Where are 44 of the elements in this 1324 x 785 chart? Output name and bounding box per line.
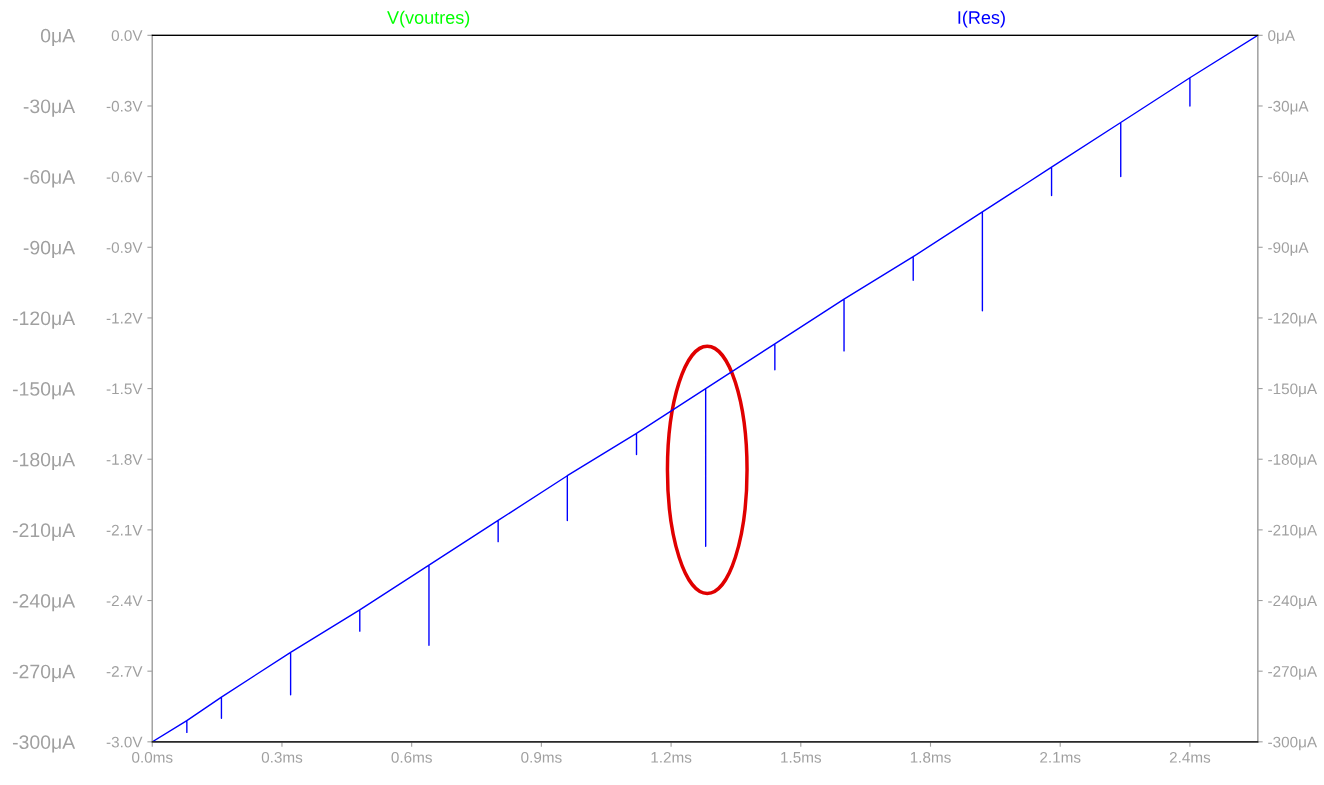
y-tick-label: 0.0V xyxy=(111,30,143,42)
y-tick-label: -1.5V xyxy=(106,383,143,395)
y2-tick-label: -90μA xyxy=(1268,242,1309,256)
y3-tick-label: 0μA xyxy=(40,28,76,47)
x-tick-label: 1.8ms xyxy=(910,751,951,763)
y3-tick-label: -120μA xyxy=(12,311,76,329)
y3-tick-label: -180μA xyxy=(12,452,76,470)
y2-tick-label: -30μA xyxy=(1268,100,1309,115)
y3-tick-label: -60μA xyxy=(23,170,76,188)
x-tick-label: 0.9ms xyxy=(521,751,562,763)
y2-tick-label: -210μA xyxy=(1268,524,1318,539)
y2-tick-label: -180μA xyxy=(1268,454,1318,468)
y3-tick-label: -210μA xyxy=(12,523,76,541)
x-tick-label: 0.6ms xyxy=(391,751,432,763)
y-tick-label: -2.1V xyxy=(106,524,143,536)
y3-tick-label: -30μA xyxy=(23,99,76,117)
text: I(Res) xyxy=(958,10,1005,28)
y3-tick-label: -240μA xyxy=(12,593,76,612)
y3-tick-label: -150μA xyxy=(12,382,76,400)
y-tick-label: -0.3V xyxy=(106,100,143,112)
y-tick-label: -0.6V xyxy=(106,171,143,183)
y3-tick-label: -270μA xyxy=(12,664,76,682)
y2-tick-label: 0μA xyxy=(1268,30,1295,44)
y-tick-label: -1.8V xyxy=(106,454,143,465)
y3-tick-label: -300μA xyxy=(12,735,76,753)
y-tick-label: -2.7V xyxy=(106,666,143,677)
x-tick-label: 1.2ms xyxy=(651,751,692,763)
y2-tick-label: -60μA xyxy=(1268,171,1309,186)
y-tick-label: -3.0V xyxy=(106,736,143,748)
x-tick-label: 2.1ms xyxy=(1040,751,1081,763)
y2-tick-label: -120μA xyxy=(1268,312,1318,327)
legend-label: V(voutres) xyxy=(387,10,470,28)
x-tick-label: 1.5ms xyxy=(781,752,822,763)
y2-tick-label: -270μA xyxy=(1268,666,1318,680)
y-tick-label: -0.9V xyxy=(106,242,143,253)
y2-tick-label: -150μA xyxy=(1268,383,1318,398)
x-tick-label: 0.0ms xyxy=(132,751,173,763)
y2-tick-label: -300μA xyxy=(1268,736,1318,751)
y3-tick-label: -90μA xyxy=(23,240,76,259)
x-tick-label: 2.4ms xyxy=(1169,751,1211,763)
y2-tick-label: -240μA xyxy=(1268,595,1318,609)
x-tick-label: 0.3ms xyxy=(261,751,303,763)
y-tick-label: -2.4V xyxy=(106,595,143,607)
y-tick-label: -1.2V xyxy=(106,312,143,324)
